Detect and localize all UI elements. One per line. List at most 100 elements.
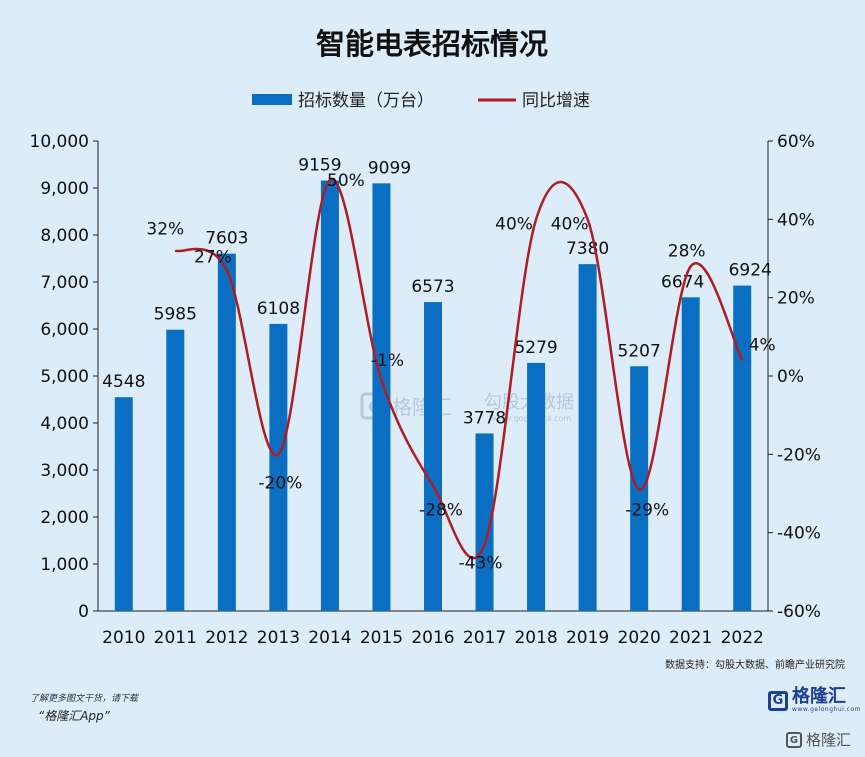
bar	[733, 285, 752, 611]
legend-line-label: 同比增速	[522, 91, 590, 111]
growth-point	[690, 265, 692, 267]
left-tick-label: 5,000	[40, 367, 89, 387]
right-tick-label: 0%	[777, 367, 804, 387]
bar-value-label: 4548	[102, 372, 145, 392]
growth-point	[174, 250, 176, 252]
right-tick-label: -40%	[777, 524, 821, 544]
growth-point	[380, 379, 382, 381]
bar	[320, 180, 339, 612]
brand-name: 格隆汇	[792, 686, 846, 707]
bar-value-label: 5985	[154, 305, 197, 325]
x-tick-label: 2011	[154, 628, 197, 648]
x-tick-label: 2021	[669, 628, 712, 648]
x-tick-label: 2013	[257, 628, 300, 648]
bar-value-label: 7603	[205, 229, 248, 249]
growth-value-label: -20%	[258, 473, 302, 493]
left-tick-label: 6,000	[40, 320, 89, 340]
chart: 智能电表招标情况 招标数量（万台） 同比增速 G 格隆汇 勾股大数据 www.g…	[30, 27, 821, 648]
right-tick-label: -60%	[777, 602, 821, 622]
bar-value-label: 6674	[661, 272, 704, 292]
growth-value-label: 40%	[495, 214, 533, 234]
corner-brand-name: 格隆汇	[806, 731, 852, 749]
corner-watermark: G 格隆汇	[786, 731, 851, 749]
promo-line-1: 了解更多图文干货，请下载	[30, 694, 139, 704]
legend-bar-swatch	[252, 94, 292, 105]
bar	[269, 323, 288, 611]
left-tick-label: 1,000	[40, 555, 89, 575]
corner-logo-icon: G	[786, 732, 802, 748]
brand-url: www.gelonghui.com	[792, 706, 862, 713]
bar-labels: 4548 5985 7603 6108 9159 9099 6573 3778 5279 7380…	[102, 156, 772, 429]
left-tick-label: 2,000	[40, 508, 89, 528]
brand-logo-icon: G	[768, 690, 788, 711]
growth-value-label: -28%	[419, 501, 463, 521]
x-tick-label: 2018	[514, 628, 557, 648]
x-tick-label: 2020	[618, 628, 661, 648]
bar-value-label: 5207	[618, 341, 661, 361]
growth-value-label: 27%	[194, 247, 232, 267]
growth-point	[432, 485, 434, 487]
x-tick-label: 2019	[566, 628, 609, 648]
growth-point	[741, 359, 743, 361]
growth-value-label: 32%	[146, 220, 184, 240]
x-tick-label: 2015	[360, 628, 403, 648]
bar	[114, 397, 133, 611]
x-tick-label: 2012	[205, 628, 248, 648]
bar-value-label: 6573	[411, 277, 454, 297]
left-tick-label: 3,000	[40, 461, 89, 481]
growth-value-label: -29%	[625, 501, 669, 521]
brand-logo: G 格隆汇 www.gelonghui.com	[768, 688, 861, 713]
growth-point	[587, 218, 589, 220]
x-tick-label: 2016	[411, 628, 454, 648]
growth-line	[174, 178, 744, 560]
x-tick-label: 2022	[721, 628, 764, 648]
chart-title: 智能电表招标情况	[316, 27, 548, 61]
bar-value-label: 6108	[257, 299, 300, 319]
axes: 0 1,000 2,000 3,000 4,000 5,000 6,000 7,000 8,00…	[30, 132, 821, 648]
growth-value-label: 28%	[668, 241, 706, 261]
bar	[578, 264, 597, 611]
bar-value-label: 9159	[298, 156, 341, 176]
left-tick-label: 7,000	[40, 273, 89, 293]
growth-point	[226, 269, 228, 271]
x-tick-label: 2010	[102, 628, 145, 648]
growth-point	[484, 543, 486, 545]
bar	[166, 329, 185, 611]
left-tick-label: 4,000	[40, 414, 89, 434]
legend: 招标数量（万台） 同比增速	[252, 91, 590, 111]
growth-value-label: 40%	[551, 214, 589, 234]
bar-value-label: 9099	[368, 158, 411, 178]
growth-value-label: -1%	[371, 351, 404, 371]
growth-value-label: 4%	[749, 335, 776, 355]
bar	[372, 183, 391, 612]
right-tick-label: 20%	[777, 289, 815, 309]
growth-point	[535, 218, 537, 220]
bar	[217, 253, 236, 611]
bar	[681, 297, 700, 611]
data-source: 数据支持：勾股大数据、前瞻产业研究院	[665, 660, 845, 671]
left-tick-label: 8,000	[40, 226, 89, 246]
left-tick-label: 10,000	[30, 132, 89, 152]
bar-value-label: 7380	[566, 239, 609, 259]
watermark-name: 格隆汇	[392, 395, 452, 419]
bar	[475, 433, 494, 611]
bar	[424, 302, 442, 611]
growth-point	[277, 453, 279, 455]
bar-value-label: 5279	[514, 338, 557, 358]
left-tick-label: 9,000	[40, 179, 89, 199]
bar	[527, 362, 546, 611]
growth-labels: 32% 27% -20% 50% -1% -28% -43% 40% 40% -29% 28% 4%	[146, 171, 775, 573]
legend-bar-label: 招标数量（万台）	[298, 91, 434, 111]
growth-point	[638, 489, 640, 491]
x-tick-label: 2017	[463, 628, 506, 648]
right-tick-label: 60%	[777, 132, 815, 152]
right-tick-label: -20%	[777, 445, 821, 465]
growth-point	[329, 179, 331, 181]
x-tick-label: 2014	[308, 628, 351, 648]
promo-line-2: “格隆汇App”	[38, 709, 110, 723]
growth-value-label: 50%	[327, 171, 365, 191]
growth-line-path	[174, 178, 744, 560]
right-tick-label: 40%	[777, 210, 815, 230]
bars	[114, 180, 752, 612]
bar-value-label: 3778	[463, 408, 506, 428]
